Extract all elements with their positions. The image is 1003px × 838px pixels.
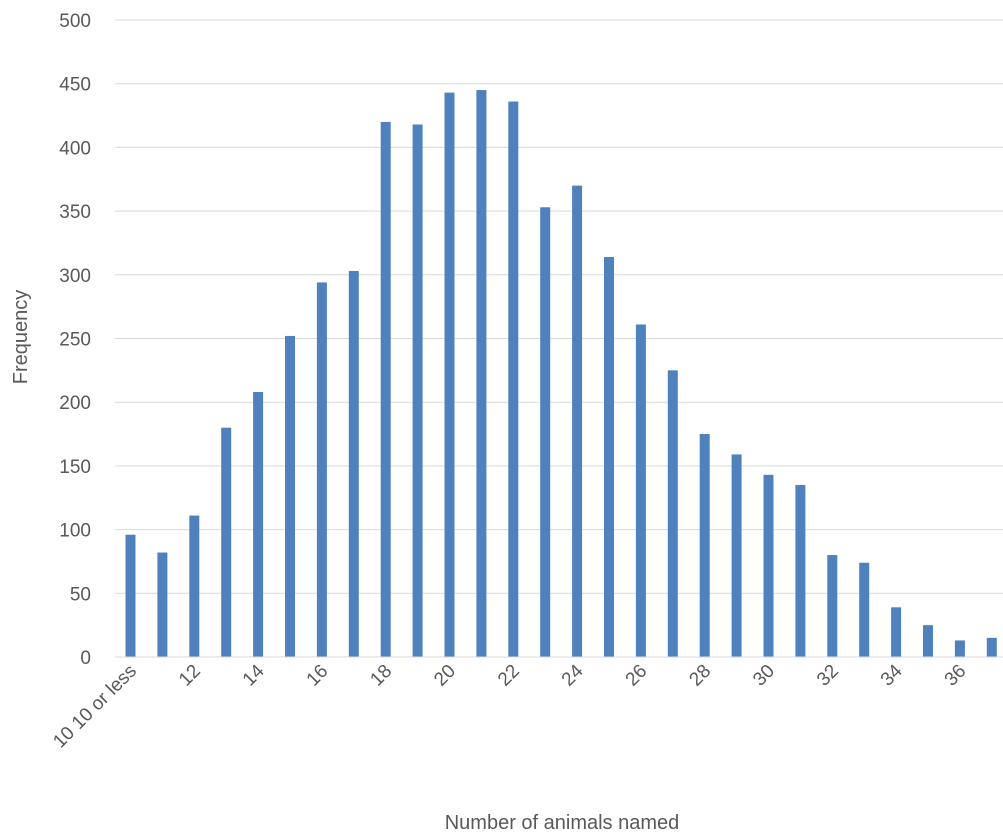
y-tick-label: 150	[59, 457, 91, 478]
x-tick-label: 20	[430, 661, 460, 691]
y-tick-label: 50	[70, 584, 91, 605]
x-axis-title: Number of animals named	[445, 812, 680, 834]
bar	[253, 392, 264, 657]
x-tick-label: 34	[877, 660, 907, 690]
bar	[635, 324, 646, 657]
bar	[795, 485, 806, 657]
x-tick-label: 24	[558, 660, 588, 690]
y-axis-ticks: 0 50 100 150 200 250 300 350 400 450 500	[59, 11, 91, 669]
bar	[699, 434, 710, 657]
bar	[763, 474, 774, 657]
bar	[604, 256, 614, 657]
bar	[476, 90, 487, 657]
bar	[923, 625, 933, 657]
y-tick-label: 0	[80, 648, 91, 669]
bar	[954, 640, 965, 657]
bar	[444, 92, 455, 658]
bar	[540, 207, 551, 657]
y-tick-label: 350	[59, 202, 91, 223]
bars	[125, 90, 997, 658]
x-tick-label: 22	[494, 661, 524, 691]
x-tick-label: 16	[303, 661, 333, 691]
bar	[348, 270, 359, 657]
x-tick-label: 36	[941, 661, 971, 691]
bar	[221, 427, 232, 657]
bar	[731, 454, 742, 657]
bar	[667, 370, 678, 657]
bar	[508, 101, 519, 657]
bar	[412, 124, 423, 657]
bar	[125, 534, 136, 657]
y-tick-label: 250	[59, 330, 91, 351]
x-axis-ticks: 10 10 or less121416182022242628303234363…	[49, 660, 971, 753]
x-tick-label: 14	[239, 660, 269, 690]
y-axis-title: Frequency	[10, 290, 32, 385]
x-tick-label: 18	[366, 661, 396, 691]
bar	[986, 637, 997, 657]
bar	[859, 562, 870, 657]
x-tick-label: 28	[685, 661, 715, 691]
y-tick-label: 400	[59, 138, 91, 159]
bar	[316, 282, 327, 657]
y-tick-label: 450	[59, 75, 91, 96]
y-tick-label: 300	[59, 266, 91, 287]
y-tick-label: 200	[59, 393, 91, 414]
x-tick-label: 26	[622, 661, 652, 691]
x-tick-label: 32	[813, 661, 843, 691]
y-tick-label: 500	[59, 11, 91, 32]
bar	[157, 552, 168, 657]
bar	[189, 515, 200, 657]
x-tick-label: 30	[749, 661, 779, 691]
bar	[380, 121, 391, 658]
bar	[891, 607, 902, 657]
y-tick-label: 100	[59, 521, 91, 542]
x-tick-label: 12	[175, 661, 205, 691]
bar	[285, 335, 295, 657]
x-tick-label: 10 10 or less	[49, 661, 141, 753]
gridlines	[115, 19, 1003, 594]
bar	[572, 185, 583, 657]
bar	[827, 555, 838, 657]
